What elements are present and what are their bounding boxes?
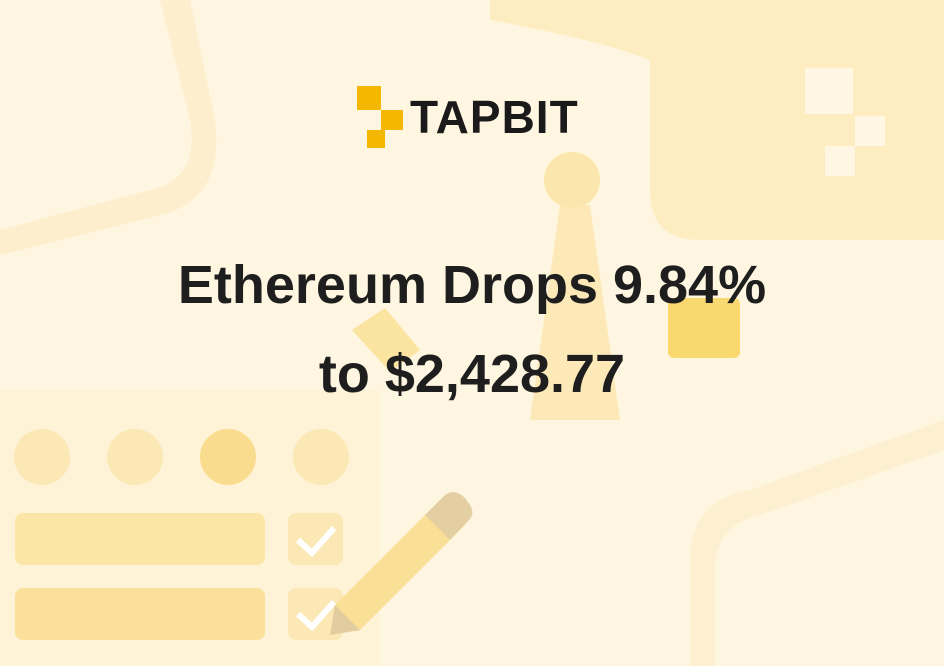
brand-name: TAPBIT [410,91,579,143]
headline: Ethereum Drops 9.84% [177,255,767,315]
headline: to $2,428.77 [318,344,626,404]
